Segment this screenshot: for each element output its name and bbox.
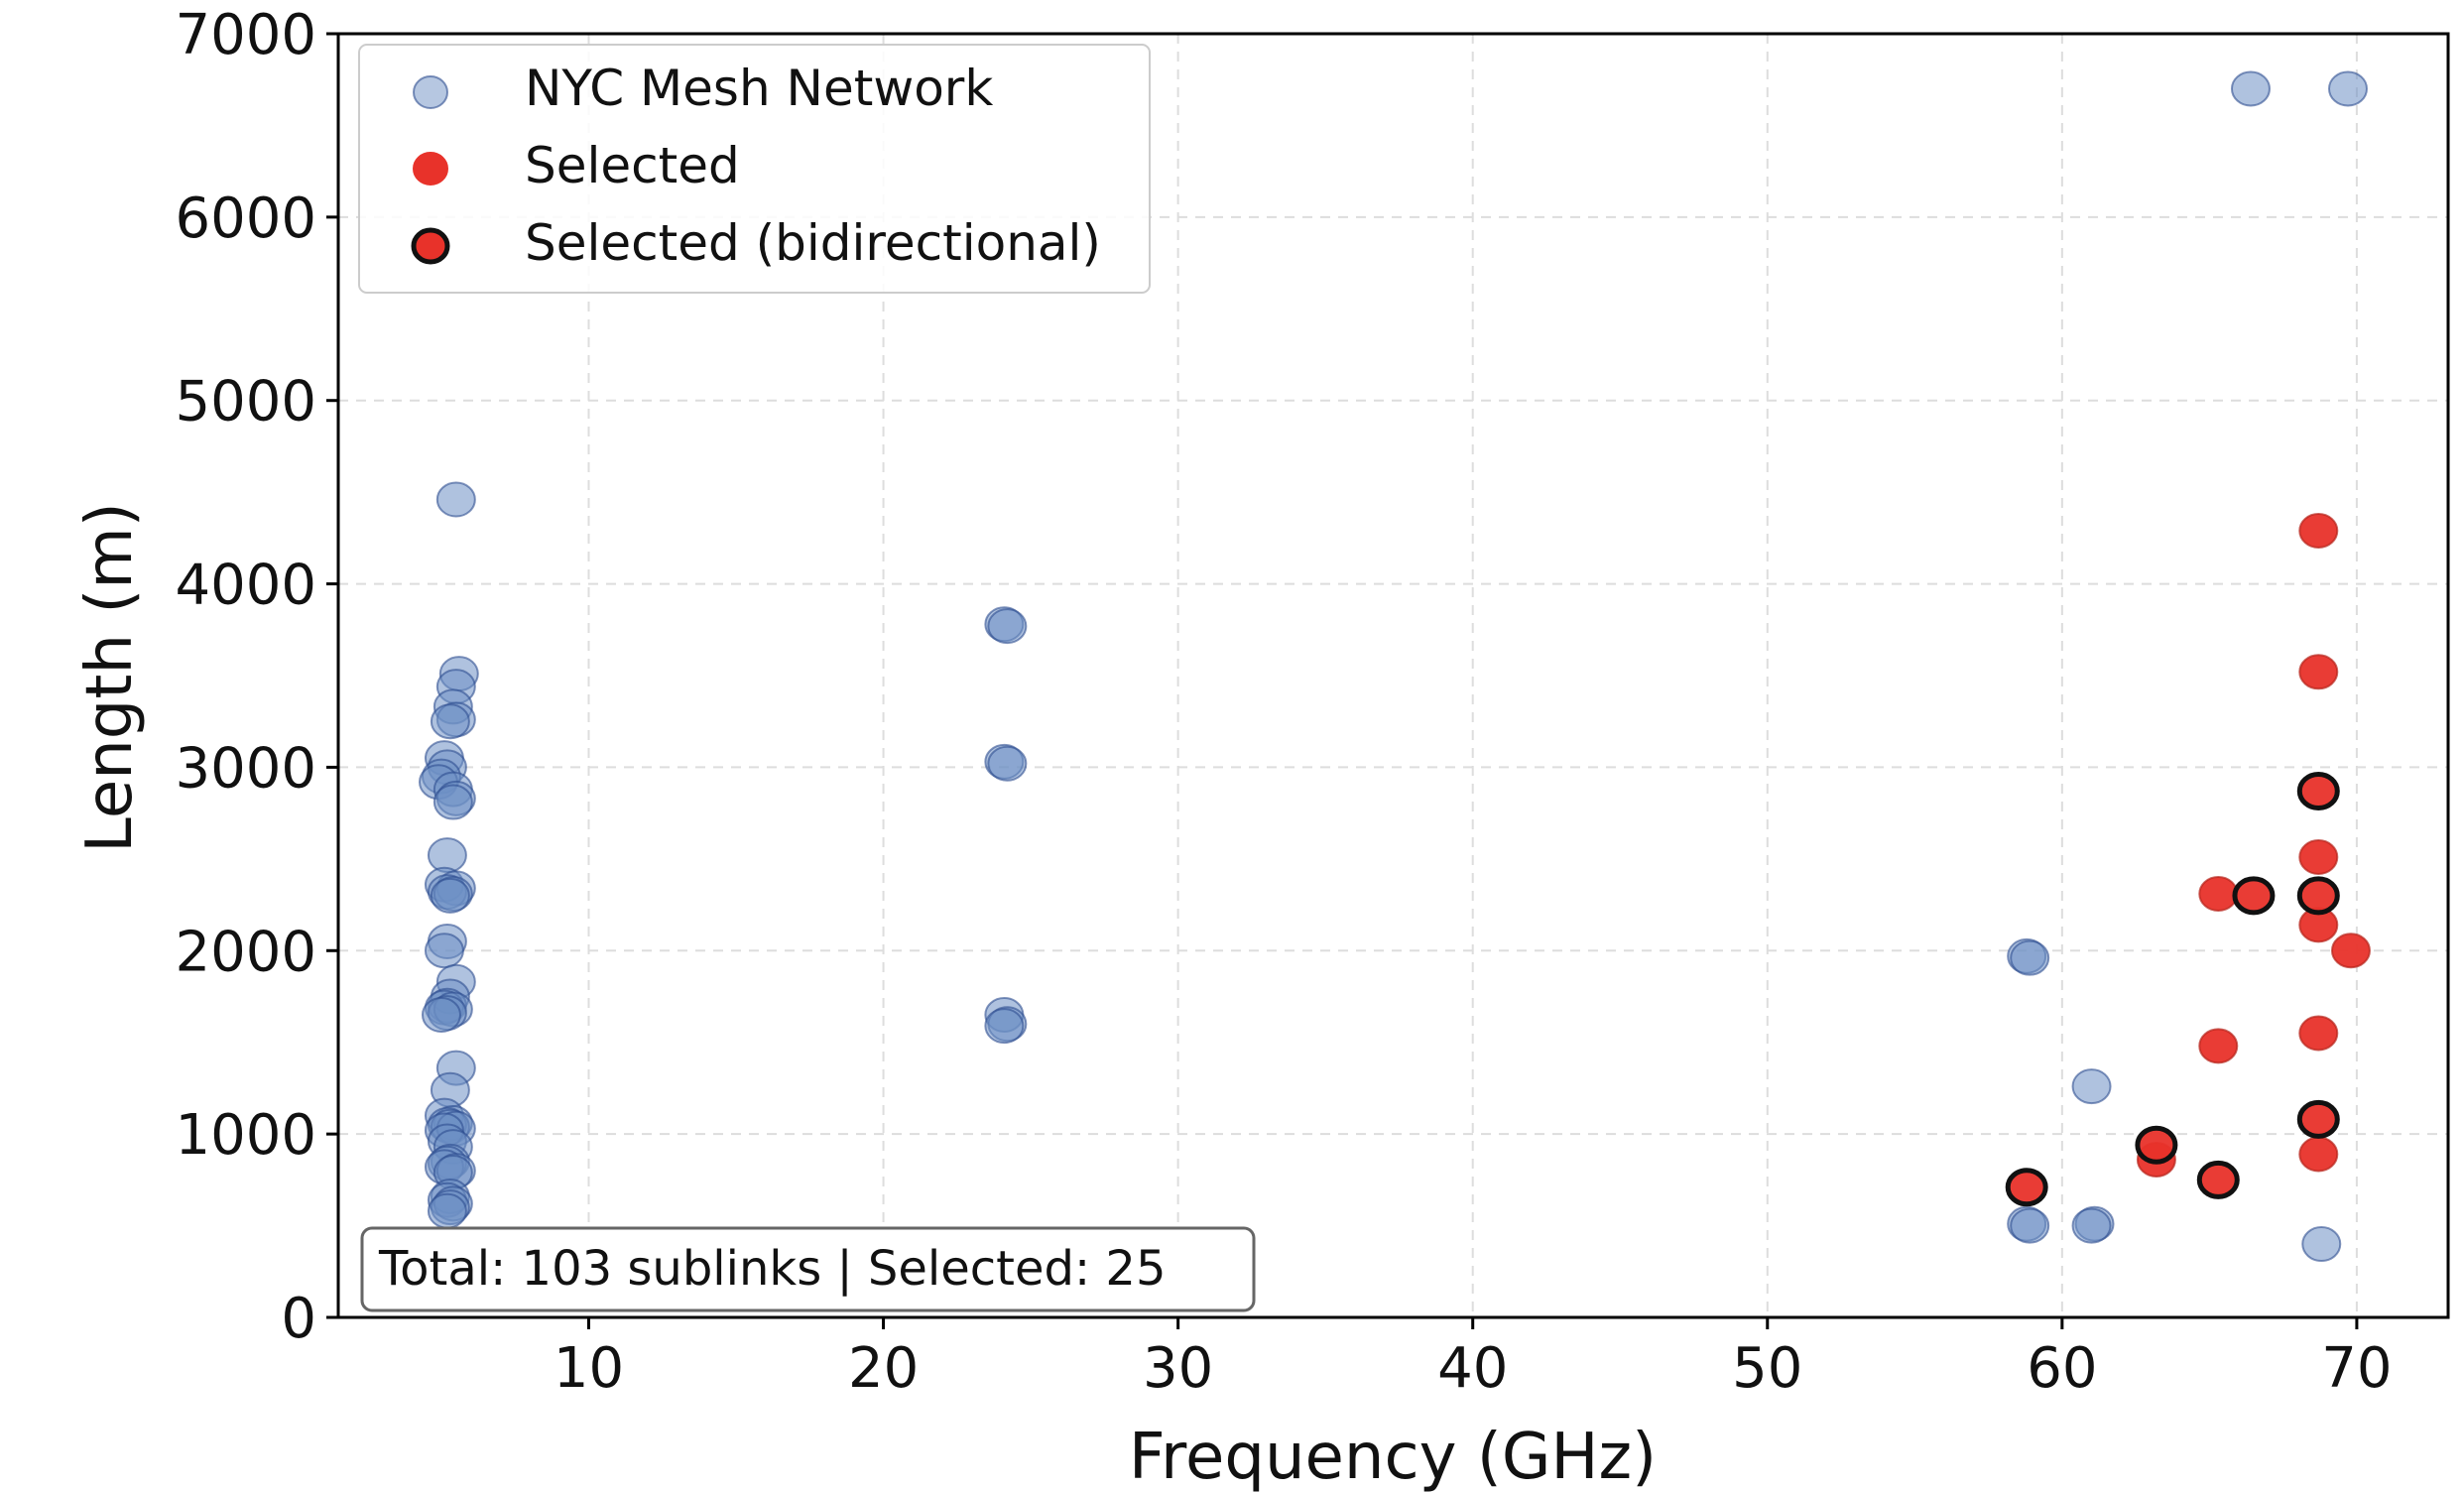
selected-point [2298,1015,2339,1052]
legend-network-marker [413,75,448,109]
bidirectional-point [2232,876,2276,916]
x-tick-label: 30 [1143,1336,1213,1401]
legend-bidirectional-marker [411,227,450,265]
network-point [987,745,1028,782]
network-point [427,1192,467,1229]
network-point [2071,1207,2112,1244]
network-point [430,877,470,914]
y-axis-label: Length (m) [73,502,147,852]
network-point [2010,939,2050,976]
network-point [435,481,476,518]
bidirectional-point [2135,1125,2178,1165]
y-tick-label: 7000 [175,3,316,67]
summary-annotation: Total: 103 sublinks | Selected: 25 [360,1226,1256,1312]
network-point [2301,1226,2342,1263]
plot-frame [336,32,2450,1319]
network-point [2071,1068,2112,1105]
bidirectional-point [2296,771,2340,810]
selected-point [2330,932,2371,969]
y-tick-label: 3000 [175,736,316,801]
network-point [987,608,1028,645]
x-tick-label: 60 [2027,1336,2097,1401]
bidirectional-point [2296,876,2340,916]
network-point [2327,70,2368,107]
y-tick-label: 2000 [175,920,316,984]
network-point [424,932,464,969]
legend-bidirectional-label: Selected (bidirectional) [525,214,1101,272]
bidirectional-point [2005,1168,2048,1207]
x-axis-label: Frequency (GHz) [1129,1421,1657,1492]
selected-point [2298,654,2339,690]
summary-text: Total: 103 sublinks | Selected: 25 [378,1241,1166,1297]
y-tick-label: 4000 [175,554,316,618]
selected-point [2298,512,2339,549]
legend-box [358,44,1151,294]
selected-point [2298,1136,2339,1173]
y-tick-label: 1000 [175,1103,316,1168]
network-point [984,1008,1025,1045]
selected-point [2298,839,2339,876]
network-point [2010,1207,2050,1244]
x-tick-label: 50 [1732,1336,1802,1401]
network-point [2230,70,2271,107]
x-tick-label: 20 [848,1336,919,1401]
y-tick-label: 0 [281,1287,316,1351]
network-point [421,996,461,1033]
selected-point [2198,1028,2239,1064]
x-tick-label: 70 [2321,1336,2392,1401]
legend: NYC Mesh Network Selected Selected (bidi… [358,44,1151,294]
bidirectional-point [2296,1099,2340,1139]
selected-point [2198,875,2239,912]
data-points [419,70,2371,1263]
summary-box [360,1226,1256,1312]
axis-ticks: 10 20 30 40 50 60 70 0 1000 2000 3000 4000 5000 6000 7… [175,3,2392,1401]
y-tick-label: 5000 [175,370,316,435]
network-point [430,703,470,740]
y-tick-label: 6000 [175,186,316,251]
legend-network-label: NYC Mesh Network [525,60,993,117]
network-point [432,784,473,820]
legend-selected-marker [413,152,448,186]
legend-selected-label: Selected [525,137,740,194]
x-tick-label: 10 [554,1336,624,1401]
x-tick-label: 40 [1437,1336,1508,1401]
bidirectional-point [2196,1160,2240,1199]
